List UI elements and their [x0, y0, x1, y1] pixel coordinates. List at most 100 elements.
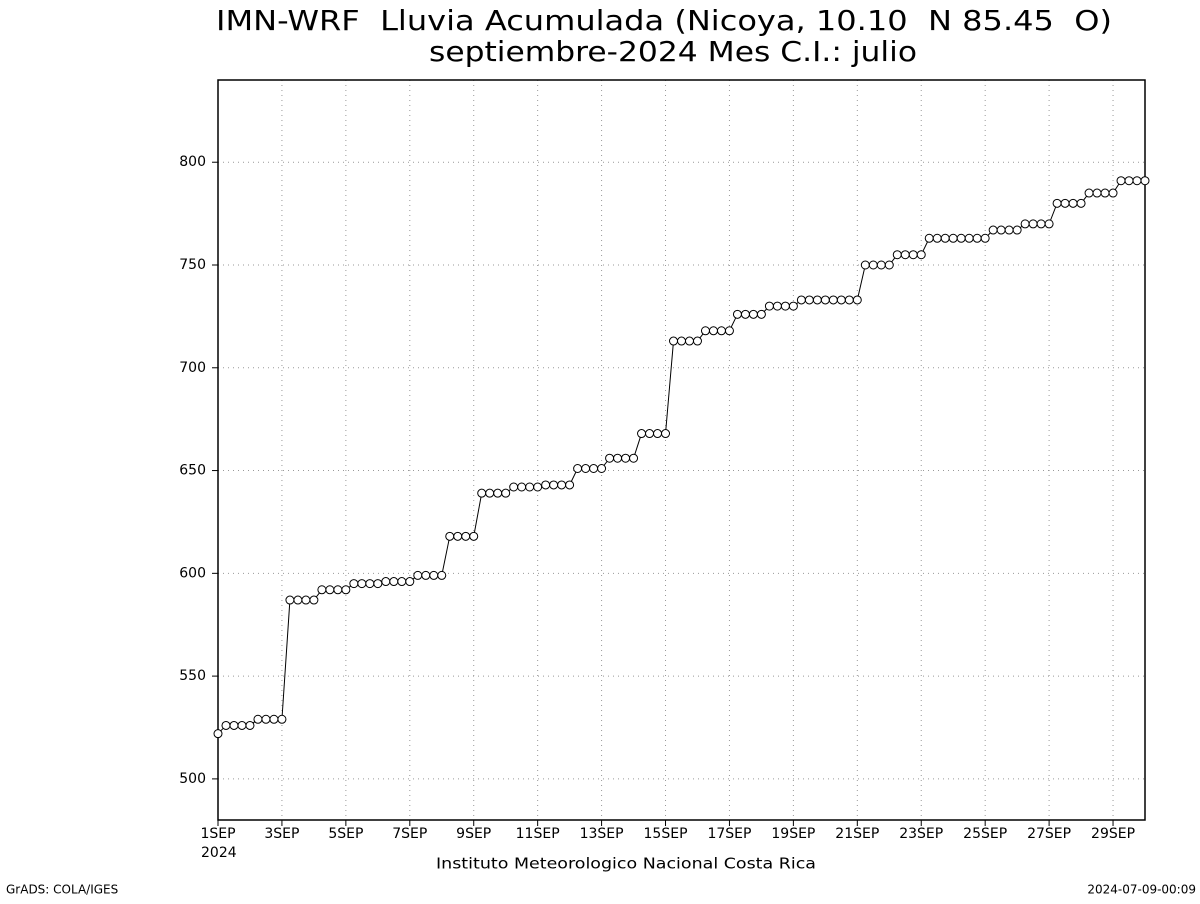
x-tick-label: 29SEP [1091, 826, 1135, 842]
data-point [948, 233, 958, 243]
data-point [405, 577, 415, 587]
data-point [892, 250, 902, 260]
data-point [533, 482, 543, 492]
data-point [1092, 188, 1102, 198]
y-tick-label: 550 [179, 668, 206, 684]
data-point [237, 720, 247, 730]
data-point [708, 326, 718, 336]
data-point [1012, 225, 1022, 235]
data-point [764, 301, 774, 311]
data-point [581, 464, 591, 473]
data-point [501, 488, 511, 498]
data-point [972, 233, 982, 243]
data-point [940, 233, 950, 243]
data-point [772, 301, 782, 311]
data-point [429, 570, 439, 580]
data-point [541, 480, 551, 490]
chart-subtitle: septiembre-2024 Mes C.I.: julio [429, 35, 917, 68]
data-point [780, 301, 790, 311]
data-point [333, 585, 343, 595]
timestamp: 2024-07-09-00:09 [1087, 883, 1196, 897]
data-point [860, 260, 870, 270]
x-tick-label: 9SEP [456, 826, 491, 842]
data-point [1020, 219, 1030, 229]
data-point [437, 570, 447, 580]
data-point [213, 729, 223, 739]
data-point [1060, 198, 1070, 208]
data-point [381, 577, 391, 587]
data-point [509, 482, 519, 492]
data-point [325, 585, 335, 595]
data-point [269, 714, 279, 724]
data-point [1124, 176, 1134, 186]
data-point [820, 295, 830, 305]
footer: Instituto Meteorologico Nacional Costa R… [436, 855, 816, 873]
data-point [221, 720, 231, 730]
data-point [453, 531, 463, 541]
data-point [964, 233, 974, 243]
data-point [485, 488, 495, 498]
x-tick-label: 25SEP [963, 826, 1007, 842]
data-point [469, 531, 479, 541]
data-point [684, 336, 694, 346]
data-point [253, 714, 263, 724]
x-tick-label: 23SEP [899, 826, 943, 842]
x-tick-label: 19SEP [771, 826, 815, 842]
data-point [996, 225, 1006, 235]
data-point [397, 577, 407, 587]
data-point [884, 260, 894, 270]
data-point [461, 531, 471, 541]
data-point [1068, 198, 1078, 208]
data-point [613, 453, 623, 463]
data-point [445, 531, 455, 541]
data-point [245, 720, 255, 730]
data-point [557, 480, 567, 490]
x-tick-label: 5SEP [328, 826, 363, 842]
data-point [373, 579, 383, 589]
data-point [748, 309, 758, 319]
data-line [217, 180, 1145, 735]
data-point [836, 295, 846, 305]
y-tick-label: 700 [179, 360, 206, 376]
data-point [812, 295, 822, 305]
credit: GrADS: COLA/IGES [6, 883, 118, 897]
data-point [677, 336, 686, 346]
data-point [1052, 198, 1062, 208]
x-tick-label: 7SEP [392, 826, 427, 842]
data-point [932, 233, 942, 243]
data-point [549, 480, 559, 490]
data-point [293, 595, 303, 605]
data-point [629, 453, 639, 463]
data-point [261, 714, 271, 724]
y-tick-label: 650 [179, 463, 206, 479]
data-point [916, 250, 926, 260]
data-point [700, 326, 710, 336]
y-tick-label: 500 [179, 771, 206, 787]
data-point [229, 720, 239, 730]
data-point [956, 233, 966, 243]
data-point [908, 250, 918, 260]
data-point [413, 570, 423, 580]
x-sublabel: 2024 [201, 845, 237, 861]
data-point [1004, 225, 1014, 235]
x-tick-label: 27SEP [1027, 826, 1071, 842]
x-tick-label: 15SEP [644, 826, 688, 842]
data-point [597, 464, 607, 473]
data-point [1028, 219, 1038, 229]
data-point [740, 309, 750, 319]
data-point [517, 482, 527, 492]
data-point [1100, 188, 1110, 198]
x-tick-label: 17SEP [707, 826, 751, 842]
data-point [1084, 188, 1094, 198]
data-point [1044, 219, 1054, 229]
data-point [573, 464, 583, 473]
x-tick-label: 21SEP [835, 826, 879, 842]
data-point [732, 309, 742, 319]
data-point [565, 480, 575, 490]
data-point [477, 488, 487, 498]
data-point [341, 585, 351, 595]
x-tick-label: 3SEP [264, 826, 299, 842]
data-point [669, 336, 679, 346]
data-point [788, 301, 798, 311]
data-point [389, 577, 399, 587]
